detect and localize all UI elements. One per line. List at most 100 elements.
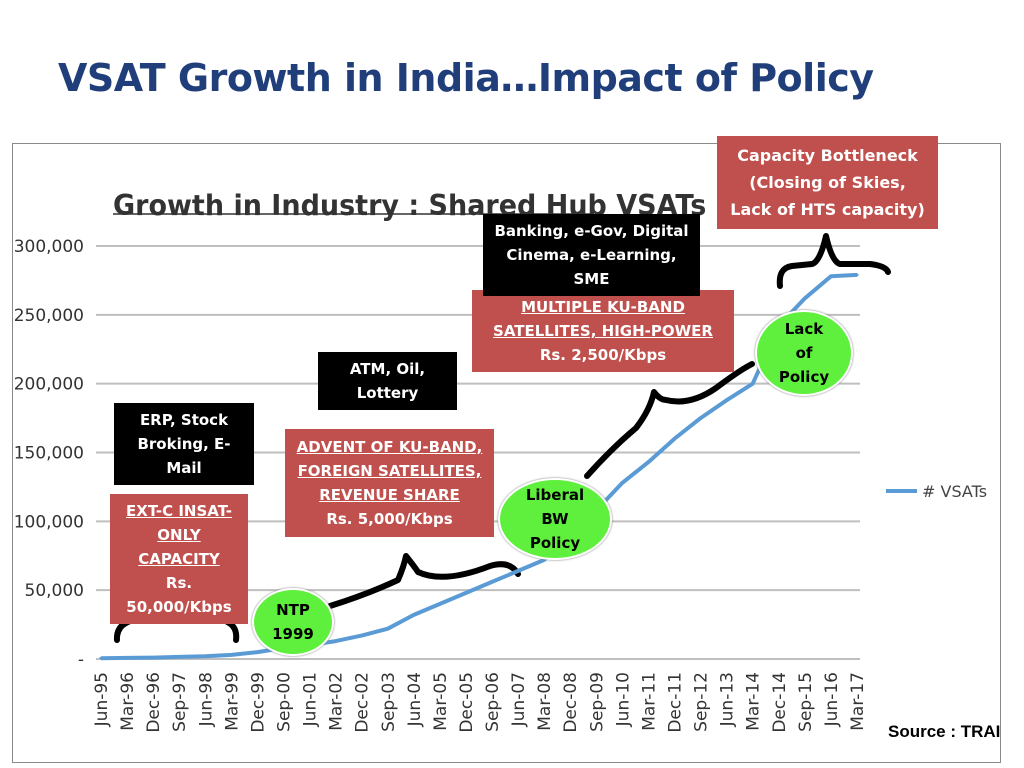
x-tick-label: Dec-99 (248, 672, 268, 733)
chart-frame (12, 143, 1001, 763)
data-point (829, 274, 833, 278)
circle-line: of (795, 344, 813, 362)
ann-line: CAPACITY (138, 550, 220, 568)
data-point (620, 481, 624, 485)
x-tick-label: Jun-01 (301, 672, 321, 727)
y-tick-label: - (78, 650, 84, 670)
data-point (646, 460, 650, 464)
x-tick-label: Sep-03 (379, 672, 399, 732)
data-point (751, 382, 755, 386)
circle-line: Policy (778, 368, 830, 386)
data-point (412, 613, 416, 617)
x-tick-label: Jun-10 (613, 672, 633, 727)
x-tick-label: Sep-15 (796, 672, 816, 732)
x-tick-label: Mar-96 (118, 672, 138, 731)
x-tick-label: Mar-08 (535, 672, 555, 731)
x-tick-label: Jun-04 (405, 672, 425, 727)
x-tick-label: Mar-99 (222, 672, 242, 731)
x-tick-label: Sep-09 (587, 672, 607, 732)
policy-circle-lack-of-policy: Lack of Policy (755, 310, 853, 396)
data-point (125, 656, 129, 660)
x-tick-label: Dec-05 (457, 672, 477, 733)
brace-2009-2014 (584, 361, 755, 479)
data-point (673, 437, 677, 441)
brace-2014-2017 (776, 233, 891, 289)
slide-title: VSAT Growth in India…Impact of Policy (58, 56, 874, 100)
x-tick-label: Mar-05 (431, 672, 451, 731)
x-tick-label: Dec-11 (666, 672, 686, 733)
x-tick-label: Mar-11 (639, 672, 659, 731)
data-point (699, 416, 703, 420)
ann-line: SATELLITES, HIGH-POWER (493, 322, 713, 340)
data-point (177, 655, 181, 659)
x-tick-label: Sep-97 (170, 672, 190, 732)
ann-line: REVENUE SHARE (319, 486, 460, 504)
ann-line: MULTIPLE KU-BAND (521, 298, 685, 316)
y-tick-label: 250,000 (14, 306, 84, 326)
data-point (151, 656, 155, 660)
ann-line: ERP, Stock (139, 411, 229, 429)
y-tick-label: 200,000 (14, 375, 84, 395)
x-tick-label: Mar-17 (848, 672, 868, 731)
circle-line: Policy (529, 534, 581, 552)
x-tick-label: Sep-00 (274, 672, 294, 732)
data-point (803, 296, 807, 300)
data-point (229, 653, 233, 657)
brace-2001-2007 (327, 553, 521, 609)
ann-line: Mail (166, 459, 202, 477)
ann-line: ONLY (157, 526, 201, 544)
x-tick-label: Jun-98 (196, 672, 216, 727)
data-point (725, 398, 729, 402)
data-point (203, 654, 207, 658)
ann-line: FOREIGN SATELLITES, (297, 462, 482, 480)
data-point (360, 634, 364, 638)
ann-line: 50,000/Kbps (126, 598, 232, 616)
source-note: Source : TRAI (888, 722, 1001, 741)
data-point (99, 656, 103, 660)
series-line-vsats (100, 272, 858, 661)
ann-line: ADVENT OF KU-BAND, (296, 438, 483, 456)
data-point (334, 639, 338, 643)
data-point (386, 627, 390, 631)
y-tick-label: 100,000 (14, 512, 84, 532)
annotation-ku-band: ADVENT OF KU-BAND, FOREIGN SATELLITES, R… (285, 429, 494, 537)
ann-line: Rs. 2,500/Kbps (539, 346, 667, 364)
x-tick-label: Jun-13 (718, 672, 738, 727)
data-point (516, 569, 520, 573)
ann-line: ATM, Oil, (349, 360, 426, 378)
annotation-multiple-ku-band: MULTIPLE KU-BAND SATELLITES, HIGH-POWER … (472, 290, 734, 372)
annotation-banking: Banking, e-Gov, Digital Cinema, e-Learni… (483, 214, 700, 296)
policy-circle-liberal-bw: Liberal BW Policy (498, 478, 612, 560)
data-point (438, 602, 442, 606)
x-tick-label: Dec-08 (561, 672, 581, 733)
ann-line: EXT-C INSAT- (126, 502, 232, 520)
policy-circle-ntp-1999: NTP 1999 (252, 588, 334, 656)
x-tick-label: Sep-06 (483, 672, 503, 732)
annotation-atm: ATM, Oil, Lottery (318, 352, 457, 410)
ann-line: Banking, e-Gov, Digital (494, 222, 689, 240)
y-tick-label: 50,000 (25, 581, 84, 601)
x-tick-label: Mar-14 (744, 672, 764, 731)
x-tick-label: Dec-96 (144, 672, 164, 733)
data-point (464, 591, 468, 595)
circle-line: 1999 (272, 625, 314, 643)
ann-line: Lottery (356, 384, 419, 402)
annotation-ext-c-insat: EXT-C INSAT- ONLY CAPACITY Rs. 50,000/Kb… (110, 494, 248, 624)
ann-line: Lack of HTS capacity) (730, 200, 925, 219)
circle-line: BW (541, 510, 569, 528)
annotation-erp: ERP, Stock Broking, E- Mail (114, 403, 254, 485)
data-point (855, 273, 859, 277)
data-point (490, 580, 494, 584)
y-tick-label: 150,000 (14, 444, 84, 464)
ann-line: (Closing of Skies, (749, 173, 906, 192)
circle-line: Liberal (525, 486, 585, 504)
x-tick-label: Jun-07 (509, 672, 529, 727)
x-tick-label: Dec-02 (353, 672, 373, 733)
data-point (255, 650, 259, 654)
circle-line: NTP (276, 601, 310, 619)
legend-label: # VSATs (922, 482, 987, 501)
ann-line: Rs. (165, 574, 193, 592)
circle-line: Lack (784, 320, 824, 338)
ann-line: SME (573, 270, 610, 288)
